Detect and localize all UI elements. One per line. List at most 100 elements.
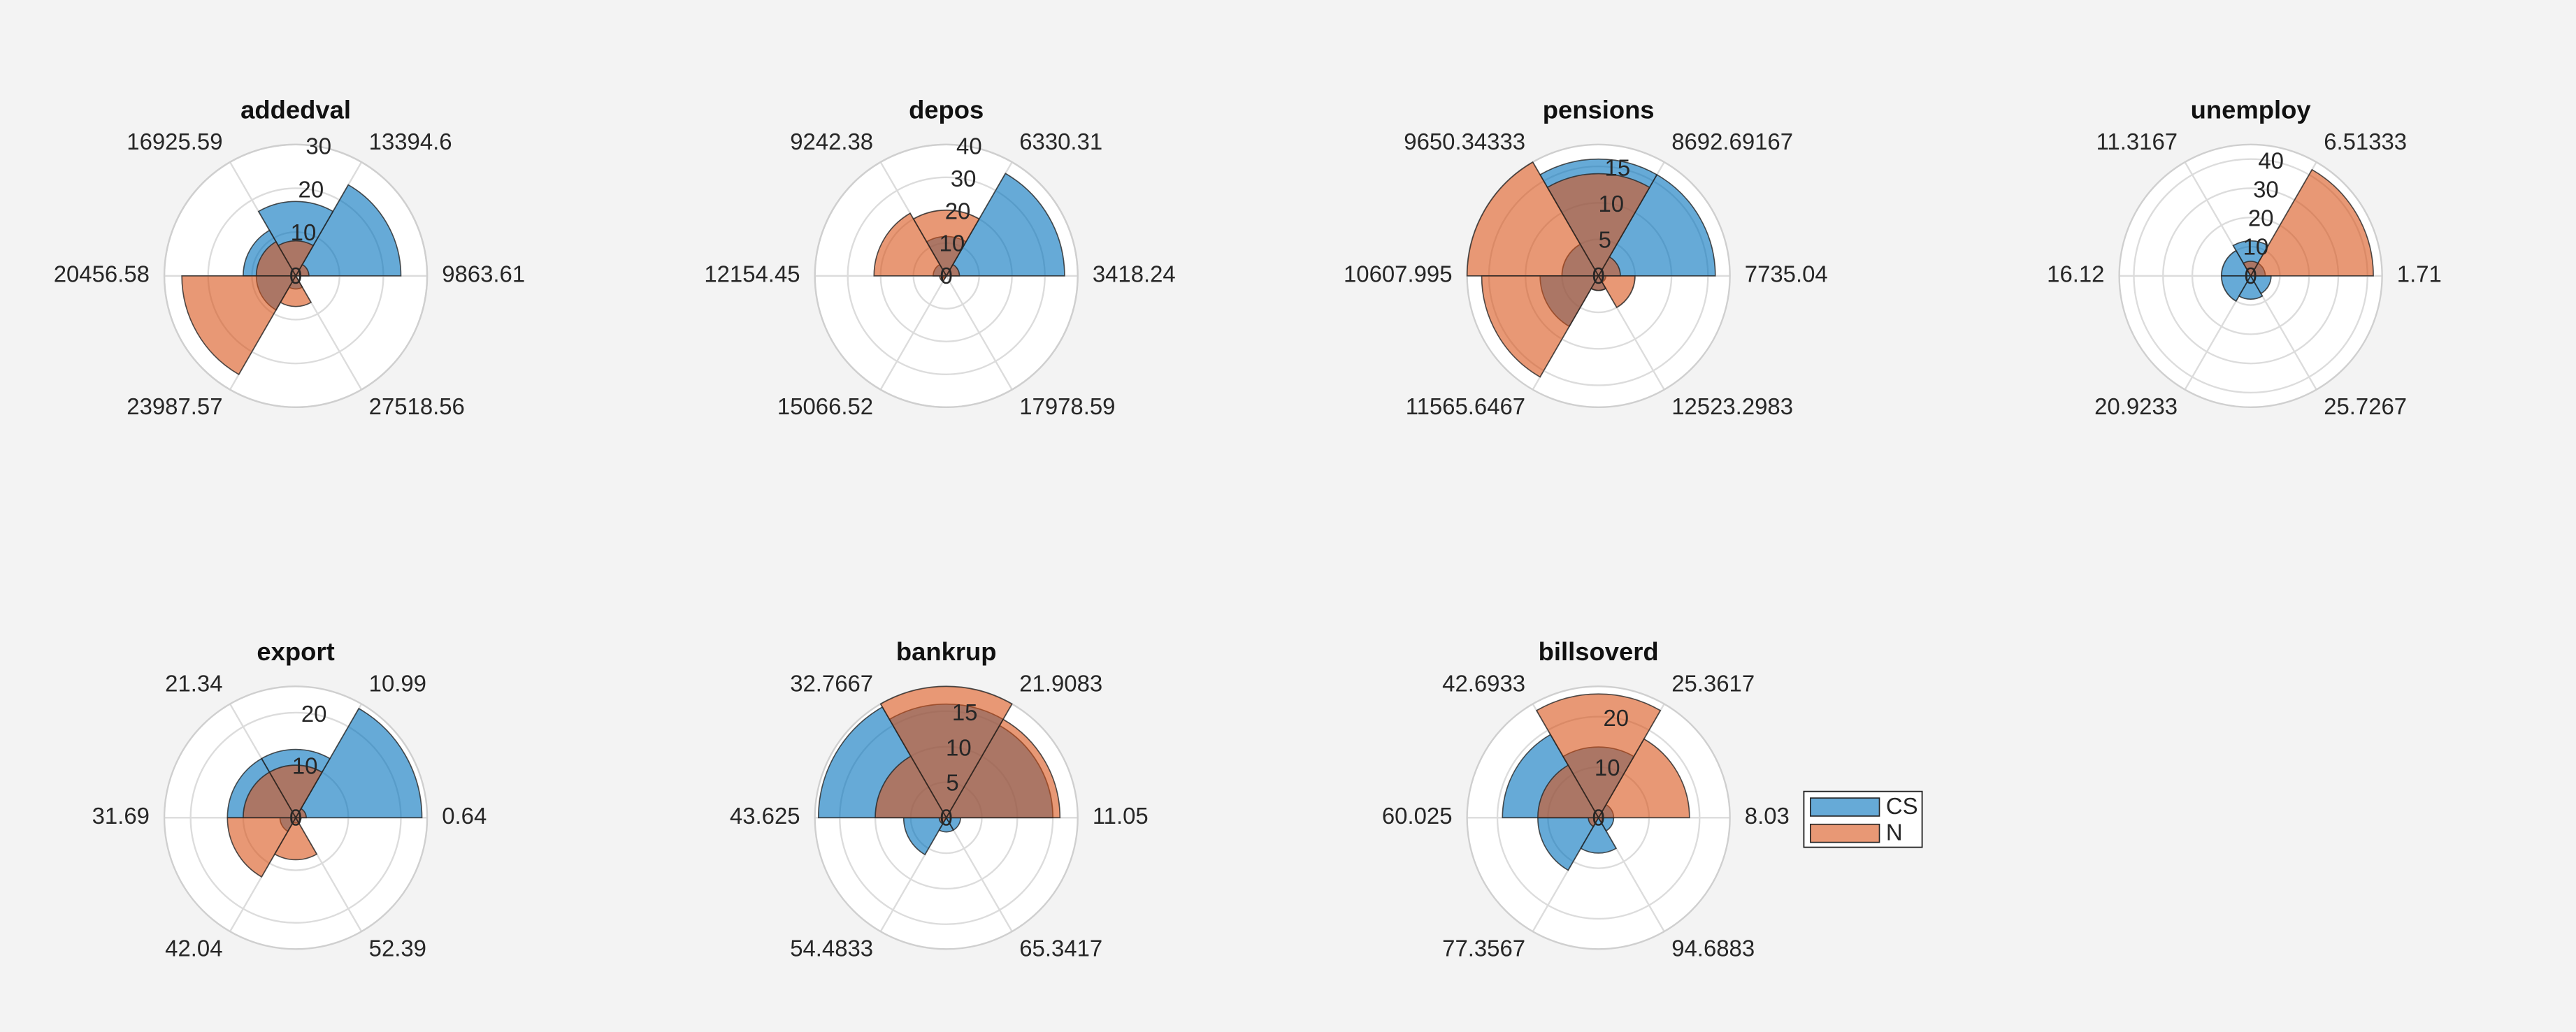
r-tick-label: 10 bbox=[946, 734, 972, 760]
r-tick-label: 0 bbox=[289, 263, 302, 289]
polar-bar bbox=[181, 275, 297, 376]
polar-axes: 8.03 25.3617 42.6933 60.025 77.3567 94.6883 0 1… bbox=[1382, 637, 1790, 961]
chart-title: depos bbox=[909, 95, 984, 124]
polar-bar bbox=[875, 755, 948, 819]
theta-tick-label: 42.04 bbox=[165, 935, 222, 961]
chart-title: bankrup bbox=[896, 637, 997, 666]
polar-bar bbox=[2221, 249, 2252, 277]
theta-tick-label: 12154.45 bbox=[704, 261, 800, 286]
theta-tick-label: 8692.69167 bbox=[1671, 129, 1793, 154]
r-tick-label: 30 bbox=[951, 166, 977, 191]
theta-tick-label: 16.12 bbox=[2047, 261, 2104, 286]
polar-bar bbox=[294, 707, 423, 819]
chart-title: export bbox=[257, 637, 334, 666]
theta-tick-label: 20456.58 bbox=[54, 261, 150, 286]
r-tick-label: 5 bbox=[1599, 226, 1611, 252]
chart-title: billsoverd bbox=[1539, 637, 1659, 666]
theta-tick-label: 6.51333 bbox=[2324, 129, 2407, 154]
polar-bar bbox=[1535, 693, 1662, 819]
polar-axes: 1.71 6.51333 11.3167 16.12 20.9233 25.7267 0 10… bbox=[2047, 95, 2442, 419]
r-tick-label: 10 bbox=[1598, 191, 1624, 217]
polar-bar bbox=[280, 275, 312, 307]
r-tick-label: 10 bbox=[1595, 755, 1620, 780]
theta-tick-label: 25.7267 bbox=[2324, 393, 2407, 419]
r-tick-label: 10 bbox=[291, 219, 317, 245]
r-tick-label: 20 bbox=[1603, 705, 1629, 731]
polar-bar bbox=[2221, 275, 2252, 303]
polar-bar bbox=[945, 718, 1061, 819]
polar-bar bbox=[226, 817, 297, 878]
r-tick-label: 30 bbox=[305, 133, 331, 159]
theta-tick-label: 9242.38 bbox=[790, 129, 873, 154]
chart-title: unemploy bbox=[2191, 95, 2312, 124]
polar-bar bbox=[277, 240, 315, 277]
r-tick-label: 15 bbox=[952, 699, 978, 725]
polar-bar bbox=[902, 817, 948, 856]
r-tick-label: 0 bbox=[1592, 263, 1605, 289]
theta-tick-label: 94.6883 bbox=[1671, 935, 1755, 961]
polar-bar bbox=[1481, 275, 1600, 378]
polar-bar bbox=[2232, 240, 2269, 277]
theta-tick-label: 43.625 bbox=[730, 803, 800, 829]
polar-bar bbox=[273, 816, 318, 861]
theta-tick-label: 25.3617 bbox=[1671, 671, 1755, 697]
polar-bar bbox=[294, 184, 402, 277]
polar-axes: 7735.04 8692.69167 9650.34333 10607.995 1156… bbox=[1344, 95, 1828, 419]
polar-bar bbox=[1597, 275, 1636, 309]
polar-axes: 9863.61 13394.6 16925.59 20456.58 23987.57 27… bbox=[54, 95, 525, 419]
r-tick-label: 10 bbox=[940, 231, 965, 256]
polar-bar bbox=[1597, 738, 1690, 819]
legend-swatch bbox=[1809, 823, 1880, 843]
theta-tick-label: 10607.995 bbox=[1344, 261, 1452, 286]
polar-bar bbox=[1537, 764, 1600, 819]
theta-tick-label: 13394.6 bbox=[369, 129, 452, 154]
polar-bar bbox=[1597, 173, 1716, 277]
polar-axes: 3418.24 6330.31 9242.38 12154.45 15066.52 179… bbox=[704, 95, 1175, 419]
r-tick-label: 20 bbox=[298, 176, 324, 202]
r-tick-label: 0 bbox=[2244, 263, 2257, 289]
r-tick-label: 40 bbox=[2258, 147, 2284, 173]
theta-tick-label: 77.3567 bbox=[1442, 935, 1525, 961]
r-tick-label: 30 bbox=[2253, 176, 2279, 202]
polar-bar bbox=[1466, 161, 1600, 277]
polar-bar bbox=[945, 173, 1065, 277]
r-tick-label: 20 bbox=[2248, 205, 2274, 231]
theta-tick-label: 21.9083 bbox=[1019, 671, 1102, 697]
polar-rim bbox=[163, 143, 429, 408]
r-tick-label: 20 bbox=[945, 198, 971, 224]
r-tick-label: 0 bbox=[940, 804, 953, 830]
theta-tick-label: 42.6933 bbox=[1442, 671, 1525, 697]
polar-axes: 11.05 21.9083 32.7667 43.625 54.4833 65.3417 0… bbox=[730, 637, 1149, 961]
polar-rim bbox=[1466, 685, 1731, 950]
theta-tick-label: 11.3167 bbox=[2096, 129, 2178, 154]
polar-bar bbox=[1546, 173, 1650, 277]
polar-bar bbox=[255, 240, 297, 277]
polar-bar bbox=[1588, 817, 1600, 827]
r-tick-label: 0 bbox=[289, 804, 302, 830]
r-tick-label: 10 bbox=[292, 753, 318, 778]
polar-bar bbox=[912, 210, 980, 277]
r-tick-label: 5 bbox=[946, 769, 958, 795]
chart-title: pensions bbox=[1543, 95, 1655, 124]
theta-tick-label: 31.69 bbox=[92, 803, 150, 829]
polar-bar bbox=[2243, 261, 2259, 277]
polar-bar bbox=[938, 817, 948, 825]
theta-tick-label: 12523.2983 bbox=[1671, 393, 1793, 419]
polar-rim bbox=[814, 143, 1079, 408]
theta-tick-label: 54.4833 bbox=[790, 935, 873, 961]
theta-tick-label: 16925.59 bbox=[127, 129, 222, 154]
r-tick-label: 20 bbox=[301, 701, 327, 727]
polar-bar bbox=[294, 817, 302, 823]
legend-label: CS bbox=[1886, 793, 1918, 819]
theta-tick-label: 7735.04 bbox=[1745, 261, 1828, 286]
polar-bar bbox=[879, 685, 1013, 819]
theta-tick-label: 9650.34333 bbox=[1404, 129, 1525, 154]
theta-tick-label: 65.3417 bbox=[1019, 935, 1102, 961]
theta-tick-label: 0.64 bbox=[442, 803, 487, 829]
theta-tick-label: 20.9233 bbox=[2094, 393, 2178, 419]
theta-tick-label: 32.7667 bbox=[790, 671, 873, 697]
polar-bar bbox=[2238, 275, 2264, 300]
polar-axes: 0.64 10.99 21.34 31.69 42.04 52.39 0 10 20 export bbox=[92, 637, 487, 961]
theta-tick-label: 11.05 bbox=[1093, 803, 1149, 829]
polar-rim bbox=[2118, 143, 2383, 408]
